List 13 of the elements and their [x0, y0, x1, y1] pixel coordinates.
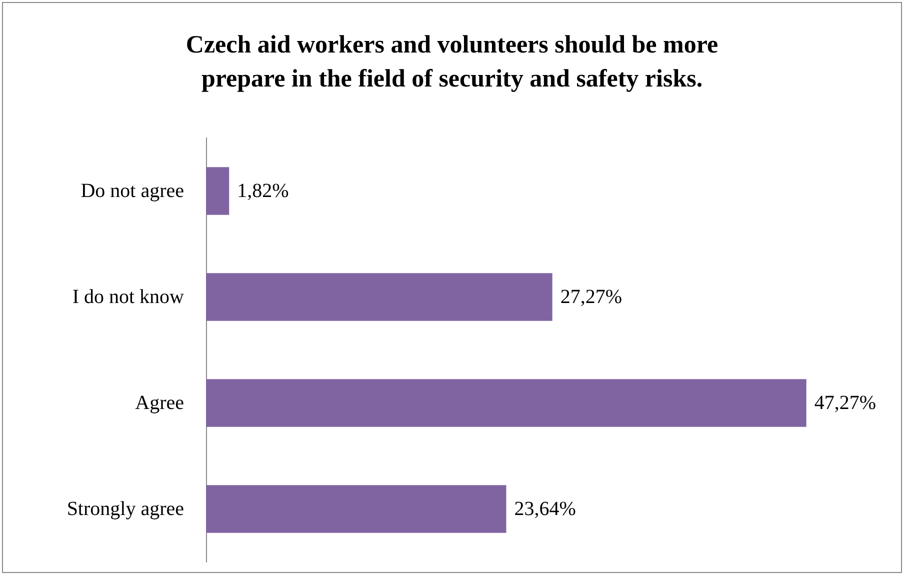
bar — [206, 485, 506, 533]
data-label: 27,27% — [560, 286, 622, 308]
bar — [206, 379, 806, 427]
bar — [206, 273, 552, 321]
chart-title: Czech aid workers and volunteers should be more prepare in the field of security and safety risks. — [186, 32, 718, 92]
y-tick-label: Agree — [135, 392, 184, 414]
data-label: 1,82% — [237, 180, 289, 202]
y-tick-label: Strongly agree — [66, 498, 184, 520]
bar — [206, 167, 230, 215]
data-label: 23,64% — [514, 498, 576, 520]
data-label: 47,27% — [814, 392, 876, 414]
y-tick-label: I do not know — [72, 286, 185, 308]
y-tick-label: Do not agree — [80, 180, 184, 202]
